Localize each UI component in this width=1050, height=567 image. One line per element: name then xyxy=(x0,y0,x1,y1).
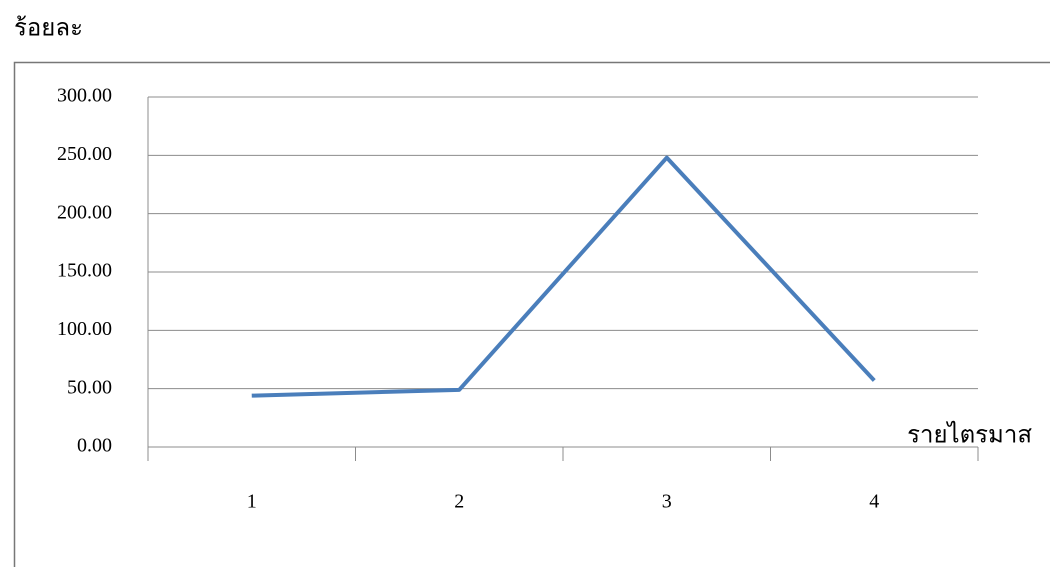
y-tick-label: 50.00 xyxy=(67,376,112,398)
x-tick-label: 4 xyxy=(869,491,879,513)
x-tick-label: 3 xyxy=(662,491,672,513)
y-tick-label: 150.00 xyxy=(57,260,112,282)
y-tick-label: 250.00 xyxy=(57,143,112,165)
x-tick-label: 1 xyxy=(247,491,257,513)
y-tick-label: 200.00 xyxy=(57,201,112,223)
y-tick-label: 100.00 xyxy=(57,318,112,340)
y-tick-label: 0.00 xyxy=(77,435,112,457)
x-axis-label: รายไตรมาส xyxy=(907,421,1032,449)
y-tick-label: 300.00 xyxy=(57,85,112,107)
chart-frame xyxy=(13,61,1050,567)
data-line xyxy=(251,155,876,398)
y-axis-label: ร้อยละ xyxy=(14,16,83,42)
x-tick-label: 2 xyxy=(454,491,464,513)
